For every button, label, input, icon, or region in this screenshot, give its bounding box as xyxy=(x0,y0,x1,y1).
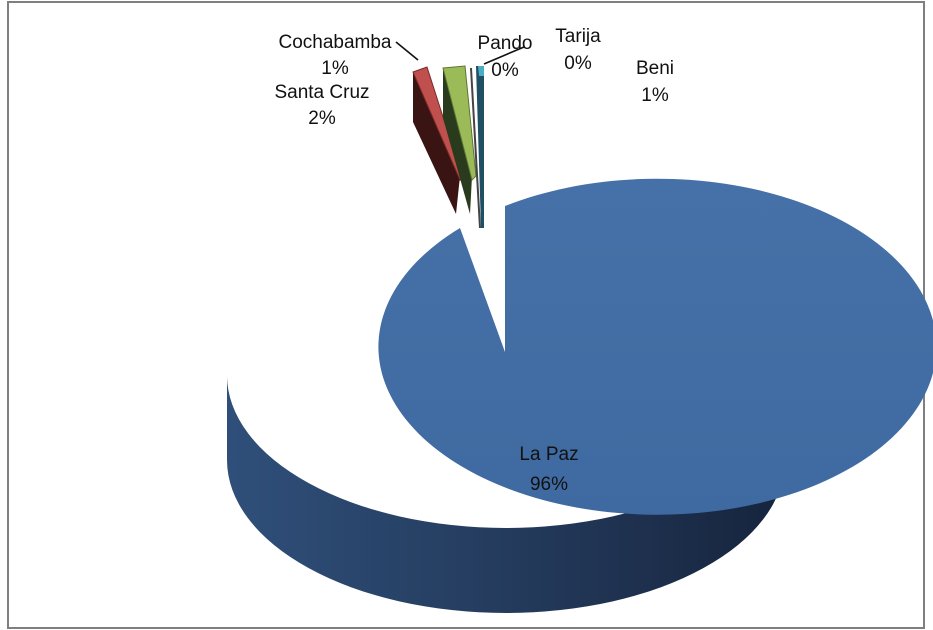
label-santa-cruz-pct: 2% xyxy=(308,108,336,129)
slice-pando-side xyxy=(470,68,481,228)
slice-cochabamba xyxy=(442,65,477,214)
label-beni-name: Beni xyxy=(636,58,674,79)
slice-cochabamba-side xyxy=(443,68,472,214)
label-pando-pct: 0% xyxy=(491,60,519,81)
leader-pando xyxy=(483,46,525,65)
leader-cochabamba xyxy=(395,41,419,61)
label-beni-pct: 1% xyxy=(641,85,669,106)
label-la-paz-name: La Paz xyxy=(519,444,578,465)
label-la-paz-pct: 96% xyxy=(530,474,568,495)
label-pando-name: Pando xyxy=(478,33,533,54)
slice-tarija-top xyxy=(478,66,484,76)
slice-tarija-side xyxy=(476,66,484,228)
label-cochabamba-name: Cochabamba xyxy=(278,32,391,53)
slice-la-paz xyxy=(227,178,933,613)
label-tarija-name: Tarija xyxy=(555,26,601,47)
label-cochabamba-pct: 1% xyxy=(321,58,349,79)
slice-pando xyxy=(470,68,481,228)
slice-la-paz-top xyxy=(378,178,933,515)
slice-santa-cruz-side xyxy=(413,72,460,214)
slice-cochabamba-top xyxy=(442,65,477,181)
slice-tarija xyxy=(476,66,484,228)
label-santa-cruz-name: Santa Cruz xyxy=(274,82,369,103)
label-tarija-pct: 0% xyxy=(564,53,592,74)
slice-la-paz-side xyxy=(227,375,785,613)
